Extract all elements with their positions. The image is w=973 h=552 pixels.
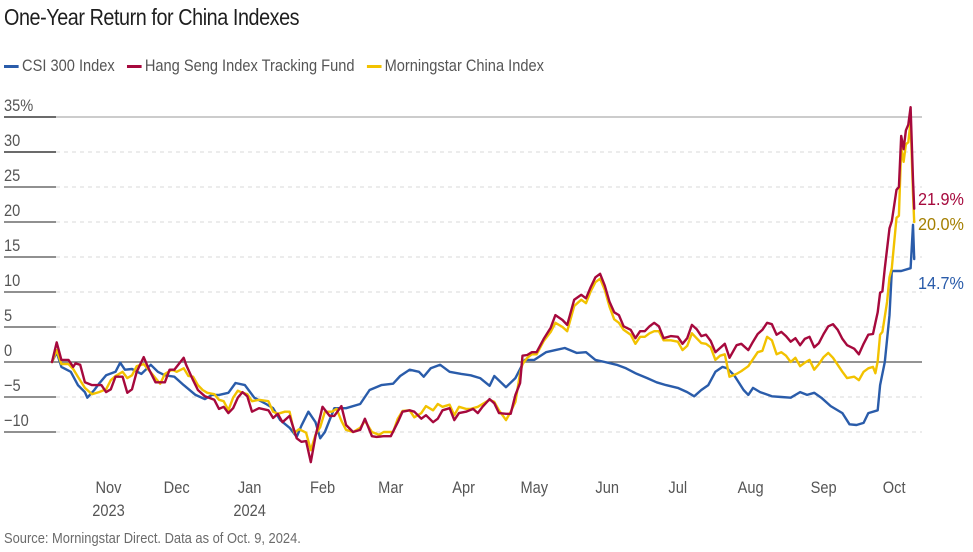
series-line-csi-300-index	[50, 223, 916, 440]
x-tick-year-label: 2023	[92, 502, 125, 520]
source-note: Source: Morningstar Direct. Data as of O…	[4, 530, 301, 547]
gridlines	[56, 116, 922, 433]
legend-label-hang-seng: Hang Seng Index Tracking Fund	[144, 56, 355, 75]
chart-title: One-Year Return for China Indexes	[4, 4, 300, 30]
legend-swatch-csi300	[4, 64, 19, 68]
legend-swatch-hang-seng	[126, 64, 142, 68]
y-tick-label: 35%	[4, 97, 33, 115]
x-tick-label: Sep	[811, 479, 837, 497]
series-line-hang-seng-index-tracking-fund	[50, 106, 916, 464]
y-tick-label: 5	[4, 307, 12, 325]
legend-label-csi300: CSI 300 Index	[22, 56, 115, 75]
x-tick-label: Feb	[310, 479, 335, 497]
legend-label-morningstar-china: Morningstar China Index	[384, 56, 544, 75]
y-tick-label: 0	[4, 342, 12, 360]
legend-swatch-morningstar-china	[366, 64, 382, 68]
x-tick-label: Jun	[595, 479, 619, 497]
x-tick-year-label: 2024	[233, 502, 266, 520]
x-tick-label: May	[520, 479, 548, 497]
end-value-label: 14.7%	[918, 273, 964, 293]
x-tick-label: Jul	[668, 479, 687, 497]
legend-item-morningstar-china: Morningstar China Index	[366, 56, 544, 76]
y-tick-label: 10	[4, 272, 20, 290]
end-labels: 14.7% 21.9% 20.0%	[918, 189, 964, 293]
legend: CSI 300 Index Hang Seng Index Tracking F…	[4, 56, 544, 76]
x-tick-label: Nov	[95, 479, 121, 497]
legend-item-hang-seng: Hang Seng Index Tracking Fund	[126, 56, 355, 76]
x-tick-label: Apr	[452, 479, 475, 497]
series-line-morningstar-china-index	[50, 120, 916, 452]
y-tick-label: −5	[4, 377, 21, 395]
end-value-label: 21.9%	[918, 189, 964, 209]
x-tick-label: Mar	[378, 479, 404, 497]
y-tick-label: 15	[4, 237, 20, 255]
x-tick-label: Dec	[164, 479, 190, 497]
x-tick-label: Aug	[738, 479, 764, 497]
y-tick-label: 25	[4, 167, 20, 185]
series-lines	[50, 106, 916, 464]
legend-item-csi300: CSI 300 Index	[4, 56, 115, 76]
x-tick-label: Oct	[883, 479, 906, 497]
x-tick-label: Jan	[238, 479, 262, 497]
end-value-label: 20.0%	[918, 214, 964, 234]
y-tick-label: −10	[4, 412, 29, 430]
y-axis: 35% 30 25 20 15 10 5 0 −5 −10	[4, 97, 56, 433]
y-tick-label: 30	[4, 132, 20, 150]
y-tick-label: 20	[4, 202, 20, 220]
x-axis: Nov 2023 Dec Jan 2024 Feb Mar Apr May Jun Jul Aug Se…	[92, 479, 906, 520]
